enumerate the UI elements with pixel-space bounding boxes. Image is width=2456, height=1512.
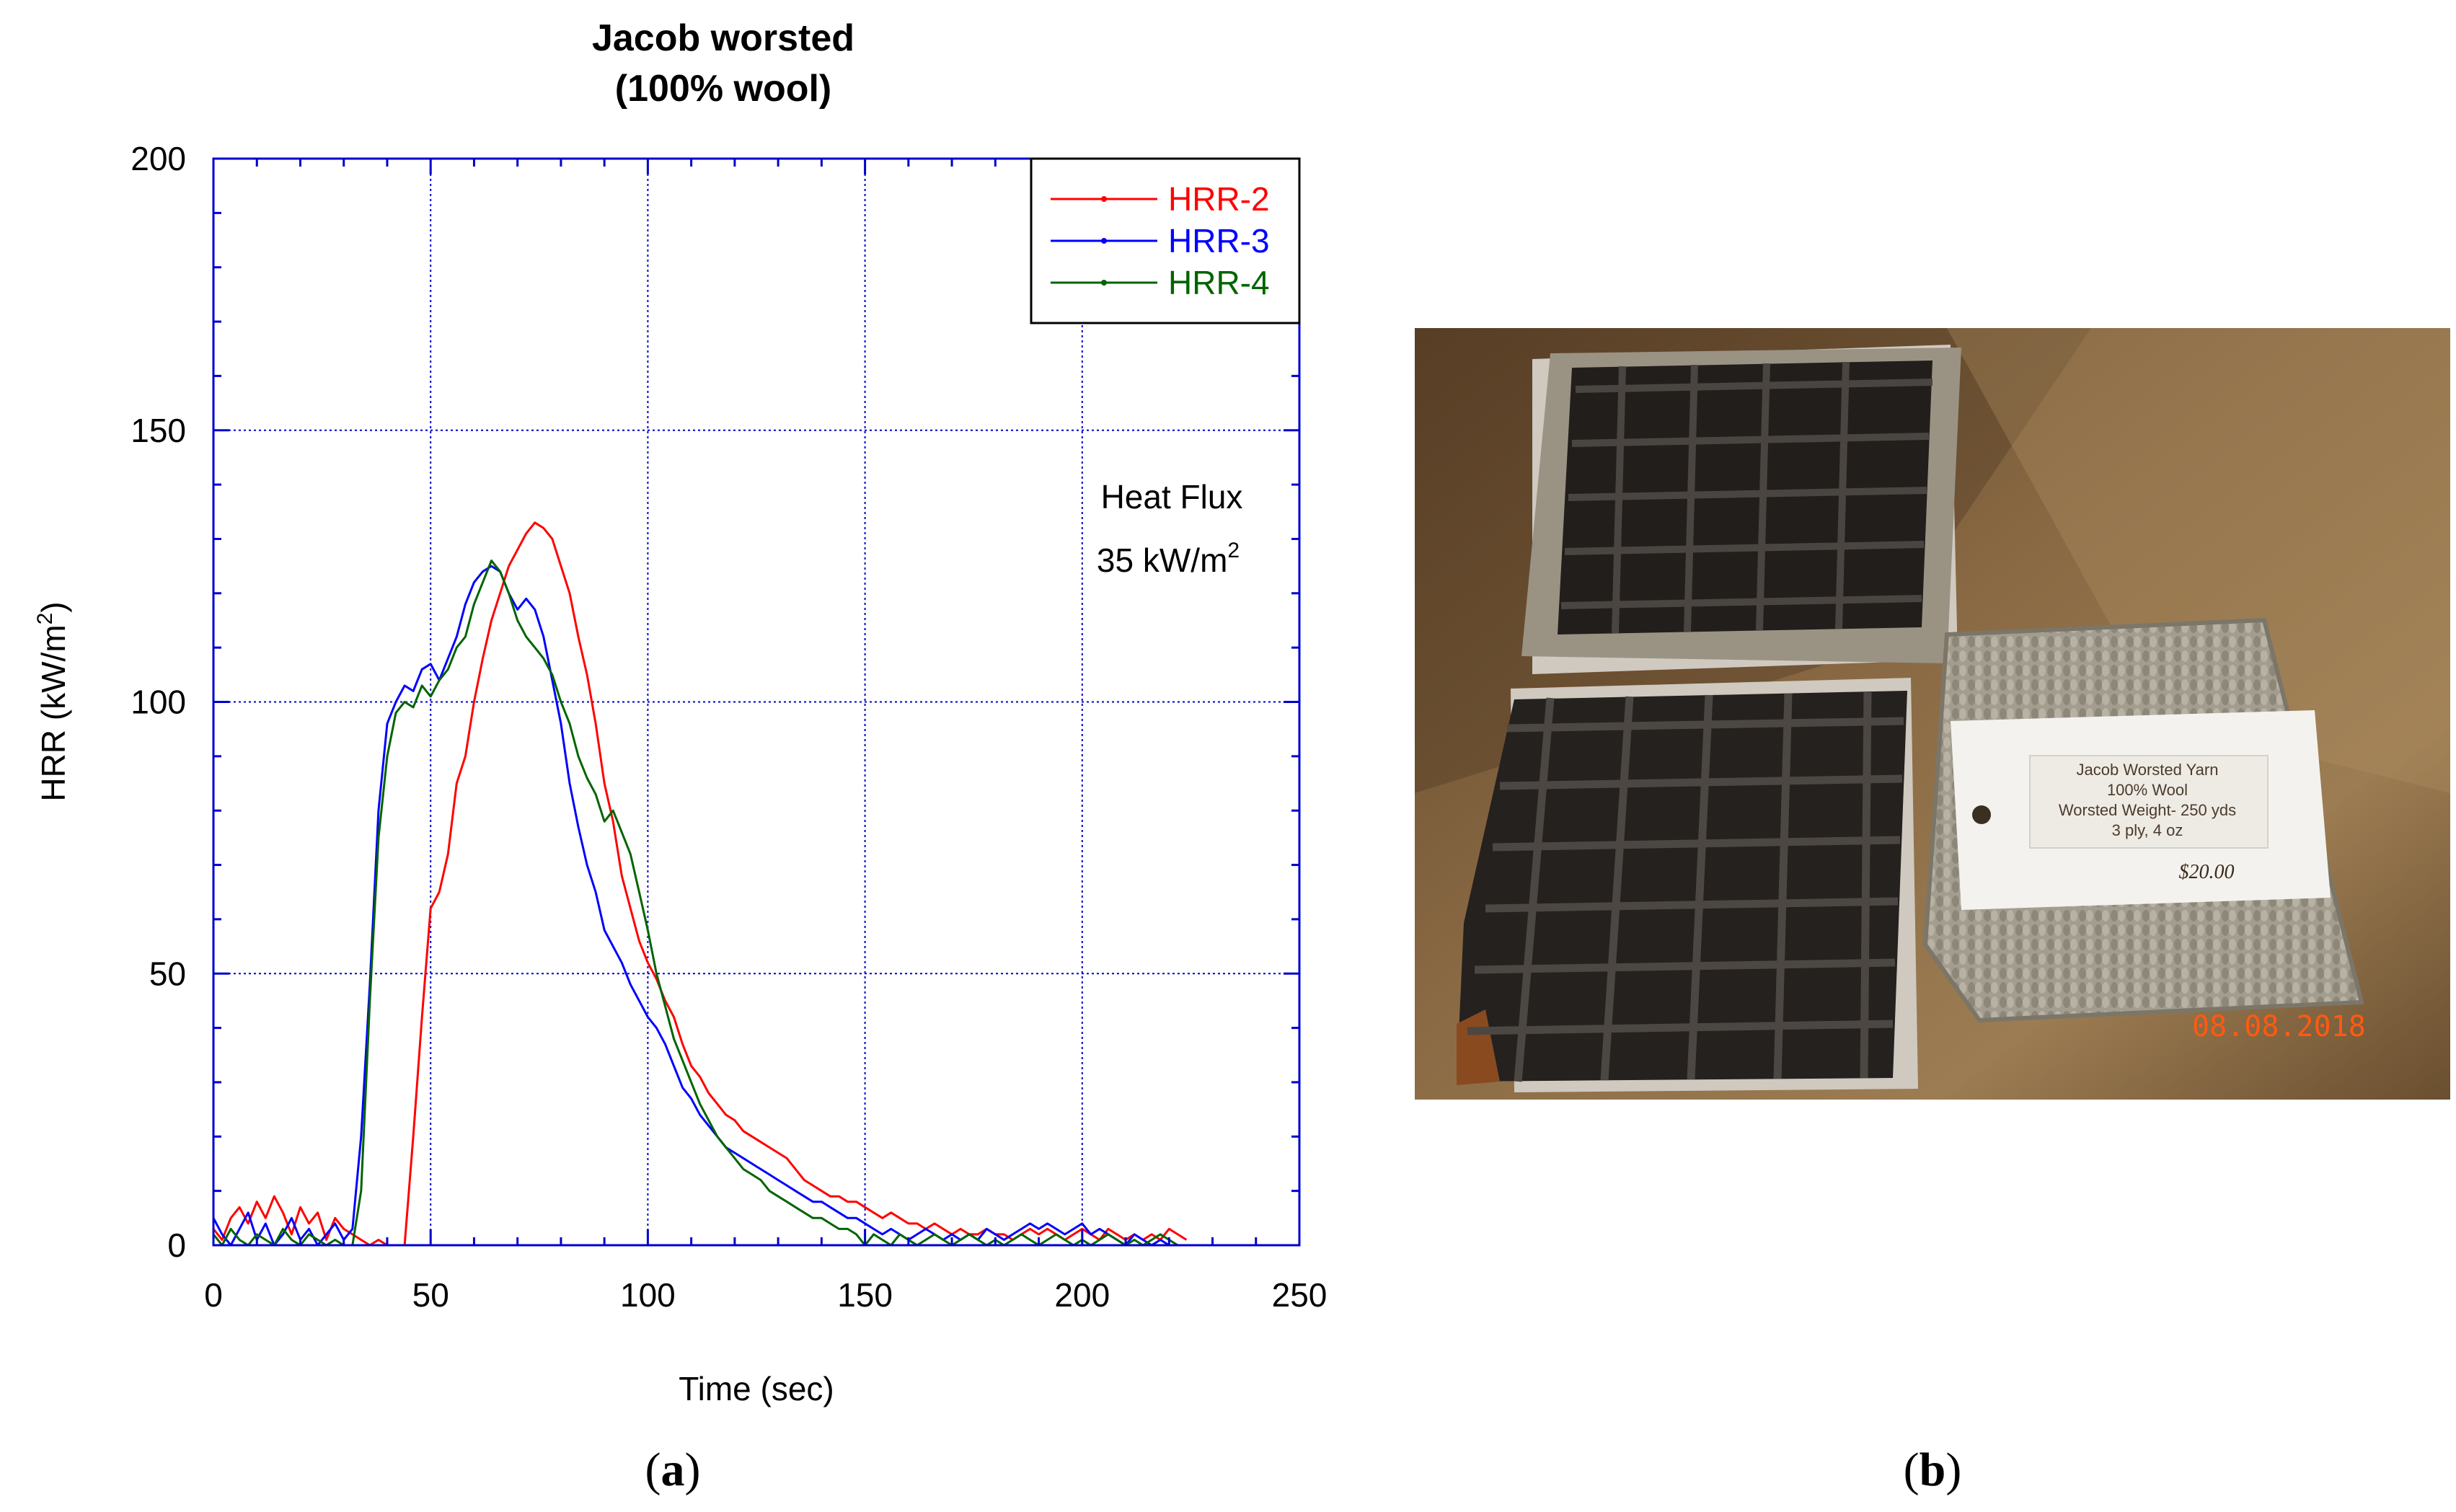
top-sample-grid <box>1560 361 1933 634</box>
annotation-flux-sup: 2 <box>1227 539 1240 562</box>
bottom-sample-grid <box>1467 691 1904 1082</box>
legend-entries: HRR-2 HRR-3 HRR-4 <box>1051 180 1270 301</box>
legend-marker-hrr-4 <box>1101 280 1107 286</box>
series-line-hrr-3 <box>213 565 1170 1245</box>
series-line-hrr-4 <box>213 560 1179 1245</box>
x-axis-label: Time (sec) <box>679 1370 834 1407</box>
legend: HRR-2 HRR-3 HRR-4 <box>1030 157 1301 324</box>
legend-marker-hrr-2 <box>1101 196 1107 202</box>
label-line-2: 100% Wool <box>2107 781 2188 799</box>
photo-date-stamp: 08.08.2018 <box>2192 1010 2366 1043</box>
legend-label-hrr-2: HRR-2 <box>1168 180 1270 218</box>
metal-glare <box>1947 328 2450 793</box>
y-axis-label-sup: 2 <box>33 613 57 625</box>
x-tick-label: 0 <box>204 1276 223 1314</box>
series-lines <box>213 521 1188 1245</box>
caption-b-letter: b <box>1920 1444 1946 1496</box>
legend-marker-hrr-3 <box>1101 238 1107 244</box>
product-label-card: Jacob Worsted Yarn 100% Wool Worsted Wei… <box>1951 710 2331 910</box>
tick-labels: 0 50 100 150 200 250 0 50 100 150 200 <box>131 140 1327 1314</box>
x-tick-label: 50 <box>412 1276 449 1314</box>
label-hole <box>1972 805 1991 824</box>
label-line-1: Jacob Worsted Yarn <box>2077 761 2219 779</box>
annotation-heat-flux: Heat Flux <box>1101 478 1243 516</box>
photo-burned-samples: Jacob Worsted Yarn 100% Wool Worsted Wei… <box>1415 328 2450 1100</box>
caption-a: (a) <box>645 1444 701 1496</box>
y-axis-label-main: HRR (kW/m <box>35 624 72 801</box>
label-price: $20.00 <box>2179 861 2235 883</box>
label-line-4: 3 ply, 4 oz <box>2112 821 2183 839</box>
series-line-hrr-2 <box>213 521 1188 1245</box>
grid-lines <box>213 159 1299 1245</box>
y-axis-label: HRR (kW/m2) <box>33 601 72 801</box>
label-line-3: Worsted Weight- 250 yds <box>2059 801 2236 819</box>
caption-a-letter: a <box>661 1444 685 1496</box>
legend-label-hrr-4: HRR-4 <box>1168 264 1270 301</box>
chart-title: Jacob worsted <box>592 17 854 59</box>
chart-subtitle: (100% wool) <box>615 68 832 110</box>
x-tick-label: 150 <box>837 1276 893 1314</box>
x-tick-label: 200 <box>1054 1276 1110 1314</box>
y-tick-label: 200 <box>131 140 186 177</box>
annotation-flux-main: 35 kW/m <box>1097 541 1227 579</box>
y-tick-label: 150 <box>131 412 186 449</box>
y-tick-label: 0 <box>167 1226 186 1264</box>
caption-b: (b) <box>1904 1444 1962 1496</box>
y-axis-label-tail: ) <box>35 601 72 612</box>
x-tick-label: 250 <box>1272 1276 1328 1314</box>
hrr-chart: Jacob worsted (100% wool) 0 50 100 150 200 25… <box>33 17 1327 1407</box>
y-tick-label: 100 <box>131 684 186 721</box>
legend-label-hrr-3: HRR-3 <box>1168 222 1270 260</box>
x-tick-label: 100 <box>620 1276 676 1314</box>
label-inner-box <box>2029 755 2269 849</box>
annotation-flux-value: 35 kW/m2 <box>1097 539 1240 579</box>
axis-ticks <box>212 157 1301 1247</box>
y-tick-label: 50 <box>149 955 186 992</box>
